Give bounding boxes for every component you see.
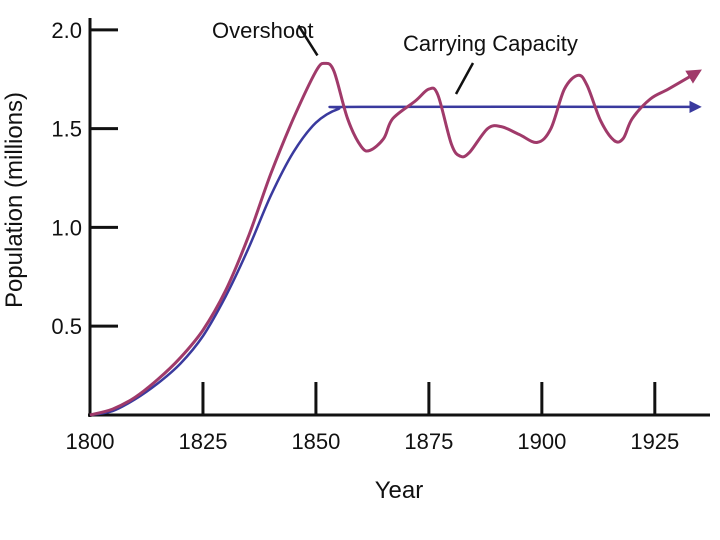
x-axis-title: Year xyxy=(375,477,424,504)
x-tick-label: 1900 xyxy=(517,429,566,454)
y-tick-label: 1.0 xyxy=(51,215,82,240)
x-tick-label: 1825 xyxy=(178,429,227,454)
annotation-carrying-capacity: Carrying Capacity xyxy=(403,31,578,56)
x-tick-label: 1800 xyxy=(66,429,115,454)
y-tick-label: 2.0 xyxy=(51,18,82,43)
y-axis-title: Population (millions) xyxy=(1,92,28,308)
carrying-capacity-leader-line xyxy=(454,62,475,95)
x-tick-label: 1925 xyxy=(630,429,679,454)
y-axis-ticks: 0.5 1.0 1.5 2.0 xyxy=(51,18,118,339)
y-tick-label: 0.5 xyxy=(51,314,82,339)
annotation-overshoot: Overshoot xyxy=(212,18,314,43)
population-line xyxy=(89,61,702,417)
overshoot-leader-line xyxy=(297,24,319,57)
x-tick-label: 1875 xyxy=(404,429,453,454)
x-axis-ticks: 1800 1825 1850 1875 1900 1925 xyxy=(66,382,679,454)
y-tick-label: 1.5 xyxy=(51,117,82,142)
carrying-capacity-line xyxy=(89,100,702,417)
x-tick-label: 1850 xyxy=(291,429,340,454)
